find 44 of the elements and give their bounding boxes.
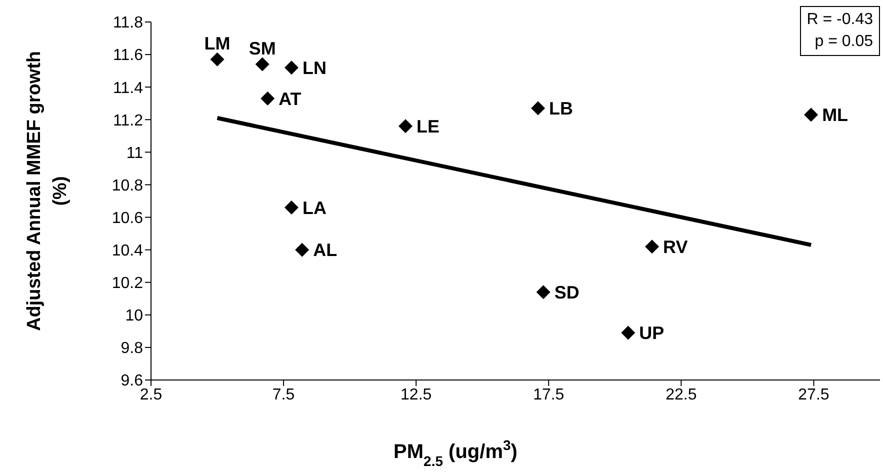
x-tick-label: 22.5 bbox=[666, 386, 697, 404]
point bbox=[284, 200, 298, 215]
point bbox=[621, 326, 636, 340]
point bbox=[531, 101, 546, 116]
y-tick-label: 11.8 bbox=[113, 14, 144, 32]
x-tick-label: 17.5 bbox=[533, 386, 564, 404]
y-tick-label: 9.8 bbox=[120, 340, 144, 358]
x-axis-title: PM$_{2.5}$ (ug/m$^{3}$) bbox=[394, 437, 518, 469]
annotation: R = -0.43 bbox=[806, 10, 873, 30]
y-tick-label: 10.8 bbox=[112, 177, 144, 194]
point bbox=[804, 108, 818, 122]
x-tick-label: 12.5 bbox=[400, 386, 432, 404]
y-tick-label: 11.4 bbox=[113, 80, 144, 97]
annotation: SD bbox=[554, 282, 580, 303]
annotation: LM bbox=[204, 33, 230, 54]
annotation: ML bbox=[822, 105, 848, 126]
point bbox=[536, 285, 550, 300]
y-tick-label: 10 bbox=[125, 308, 144, 325]
point bbox=[398, 119, 412, 134]
point bbox=[284, 60, 298, 75]
x-tick-label: 7.5 bbox=[272, 386, 295, 404]
y-tick-label: 10.6 bbox=[112, 210, 144, 227]
annotation: LN bbox=[302, 58, 326, 78]
point bbox=[645, 240, 660, 254]
y-tick-label: 11.2 bbox=[113, 112, 144, 130]
y-axis-title: Adjusted Annual MMEF growth (%) bbox=[24, 50, 71, 332]
point bbox=[210, 52, 224, 66]
point bbox=[260, 91, 275, 106]
y-tick-label: 10.2 bbox=[112, 275, 144, 292]
annotation: LA bbox=[302, 198, 326, 218]
point bbox=[295, 242, 310, 257]
y-tick-label: 11 bbox=[126, 144, 144, 162]
annotation: LE bbox=[416, 116, 440, 137]
annotation: UP bbox=[639, 323, 664, 344]
annotation: LB bbox=[549, 98, 574, 119]
annotation: SM bbox=[248, 38, 276, 58]
annotation: p = 0.05 bbox=[814, 32, 873, 52]
point bbox=[255, 57, 270, 72]
annotation: RV bbox=[663, 236, 688, 257]
y-tick-label: 10.4 bbox=[112, 242, 144, 260]
x-tick-label: 27.5 bbox=[798, 386, 830, 404]
y-tick-label: 11.6 bbox=[113, 47, 144, 64]
annotation: AL bbox=[313, 240, 338, 260]
annotation: AT bbox=[278, 88, 302, 109]
